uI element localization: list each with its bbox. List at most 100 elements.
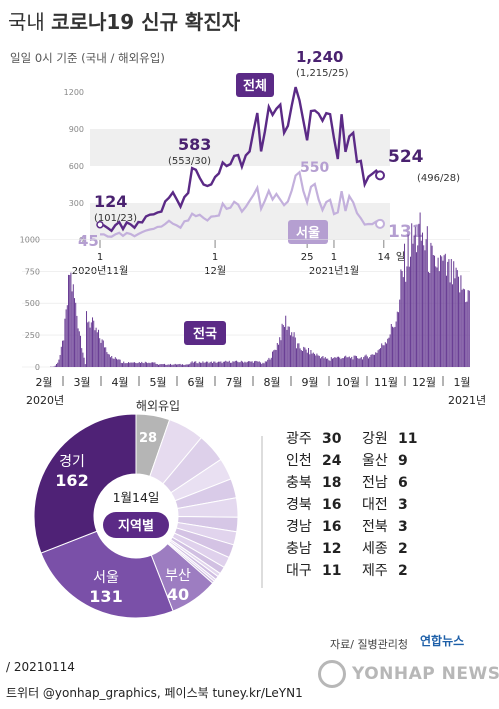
bar-daily — [270, 357, 272, 367]
bar-daily — [203, 362, 205, 367]
bar-daily — [269, 359, 271, 367]
bar-daily — [184, 364, 186, 367]
bar-daily — [288, 326, 290, 367]
bar-daily — [71, 291, 73, 367]
bar-daily — [74, 298, 76, 367]
bar-daily — [282, 325, 284, 367]
bar-daily — [395, 321, 397, 367]
bar-daily — [304, 347, 306, 367]
social-line: 트위터 @yonhap_graphics, 페이스북 tuney.kr/LeYN… — [6, 686, 303, 700]
bar-daily — [90, 322, 92, 367]
bar-daily — [292, 336, 294, 367]
brand-logo: 연합뉴스 — [420, 634, 465, 648]
bar-daily — [246, 361, 248, 367]
bar-daily — [128, 362, 130, 367]
bar-daily — [198, 361, 200, 367]
bar-daily — [88, 321, 90, 367]
bar-daily — [102, 340, 104, 367]
series-line-total — [99, 86, 381, 233]
bar-daily — [310, 350, 312, 367]
bar-daily — [268, 357, 270, 367]
bar-daily — [369, 357, 371, 367]
bar-daily — [220, 361, 222, 367]
region-row: 세종 2 — [362, 538, 424, 558]
bar-daily — [148, 362, 150, 367]
bar-daily — [108, 354, 110, 367]
bar-daily — [278, 344, 280, 367]
bar-daily — [258, 361, 260, 367]
bar-daily — [348, 356, 350, 367]
bar-daily — [316, 353, 318, 367]
bar-daily — [430, 242, 432, 367]
bar-daily — [344, 356, 346, 367]
region-row: 강원 11 — [362, 428, 424, 448]
bar-daily — [297, 343, 299, 367]
region-row: 전북 3 — [362, 516, 424, 536]
bar-daily — [226, 361, 228, 367]
bar-daily — [364, 355, 366, 367]
bar-daily — [256, 361, 258, 367]
bar-daily — [240, 360, 242, 367]
bar-daily — [321, 356, 323, 367]
bar-daily — [413, 235, 415, 367]
bar-daily — [131, 362, 133, 367]
bar-daily — [381, 343, 383, 367]
region-row: 제주 2 — [362, 560, 424, 580]
annotation-value: 124 — [94, 192, 127, 211]
region-row: 대구 11 — [286, 560, 348, 580]
bar-daily — [357, 358, 359, 367]
bar-daily — [98, 329, 100, 367]
bar-daily — [453, 261, 455, 367]
annotation-detail: (101/23) — [94, 213, 137, 224]
bar-daily — [149, 363, 151, 367]
bar-daily — [107, 353, 109, 367]
month-label: 11월 — [374, 376, 398, 389]
bar-daily — [135, 362, 137, 367]
slice-label-seoul-value: 131 — [89, 587, 122, 606]
bar-daily — [399, 299, 401, 367]
bar-daily — [405, 281, 407, 367]
region-value: 24 — [322, 453, 342, 469]
bar-daily — [105, 347, 107, 367]
watermark: YONHAP NEWS — [352, 664, 499, 684]
region-name: 전남 — [362, 475, 388, 491]
bar-daily — [182, 364, 184, 367]
bar-daily — [342, 358, 344, 367]
bar-daily — [210, 361, 212, 367]
region-value: 16 — [322, 519, 342, 535]
bar-daily — [375, 352, 377, 367]
bar-daily — [224, 361, 226, 367]
bar-daily — [329, 360, 331, 367]
bar-daily — [276, 343, 278, 367]
bar-daily — [444, 253, 446, 367]
bar-daily — [455, 267, 457, 367]
bar-daily — [273, 350, 275, 367]
bar-daily — [147, 363, 149, 367]
bar-daily — [262, 362, 264, 367]
bar-daily — [123, 361, 125, 367]
bar-daily — [298, 343, 300, 367]
month-label: 12월 — [412, 376, 436, 389]
bar-daily — [110, 357, 112, 367]
region-name: 전북 — [362, 519, 388, 535]
bar-daily — [120, 362, 122, 367]
start-marker-total — [96, 220, 104, 229]
bar-daily — [64, 318, 66, 367]
bar-daily — [438, 271, 440, 367]
y-tick-label: 600 — [69, 162, 84, 171]
bar-daily — [339, 357, 341, 367]
month-label: 4월 — [111, 376, 128, 389]
bar-daily — [180, 364, 182, 367]
bar-daily — [461, 289, 463, 367]
donut-center-badge — [103, 512, 169, 538]
annotation-value: 45 — [78, 232, 99, 250]
bar-daily — [336, 356, 338, 367]
bar-daily — [384, 342, 386, 367]
region-name: 강원 — [362, 431, 388, 447]
bar-daily — [248, 361, 250, 367]
bar-daily — [146, 362, 148, 367]
bar-daily — [255, 360, 257, 367]
region-value: 2 — [398, 541, 408, 557]
annotation-value: 550 — [300, 160, 329, 176]
bar-daily — [448, 259, 450, 367]
